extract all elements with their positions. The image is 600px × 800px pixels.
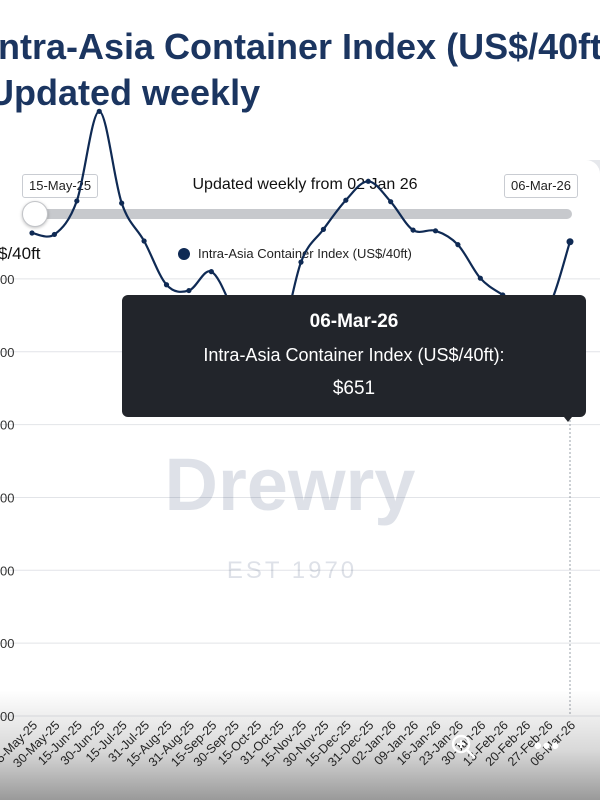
range-start-label: 15-May-25 [22, 174, 99, 198]
legend-marker [178, 247, 190, 260]
y-tick-label: 00 [0, 418, 14, 433]
y-tick-label: 00 [0, 709, 14, 724]
data-point [141, 238, 147, 244]
tooltip-value: $651 [332, 378, 376, 399]
data-point [29, 230, 35, 236]
date-range-slider-handle[interactable] [22, 201, 48, 227]
y-tick-label: 00 [0, 563, 14, 578]
y-axis-label: $/40ft [0, 244, 41, 263]
data-point [455, 242, 461, 248]
tooltip-pointer [560, 412, 576, 422]
range-end-label: 06-Mar-26 [504, 174, 578, 198]
y-tick-labels: 00 00 00 00 00 00 00 [0, 272, 14, 724]
zoom-in-icon[interactable] [450, 733, 476, 759]
y-tick-label: 00 [0, 345, 14, 360]
y-tick-label: 00 [0, 636, 14, 651]
y-tick-label: 00 [0, 490, 14, 505]
data-point [163, 282, 170, 288]
data-point [74, 198, 80, 204]
data-point [298, 259, 304, 265]
data-point [320, 226, 327, 232]
more-options-icon[interactable]: ••• [534, 733, 561, 758]
data-point [477, 275, 483, 281]
data-point [432, 228, 439, 234]
x-tick-labels: 15-May-2530-May-2515-Jun-2530-Jun-2515-J… [0, 718, 578, 770]
data-point [365, 178, 371, 184]
slider-caption: Updated weekly from 02 Jan 26 [192, 176, 418, 193]
data-point [96, 108, 102, 114]
data-point [208, 269, 214, 275]
data-point [51, 231, 58, 238]
grid-lines [0, 278, 600, 717]
watermark-est: EST 1970 [227, 557, 357, 584]
chart-tooltip: 06-Mar-26 Intra-Asia Container Index (US… [122, 295, 586, 417]
data-point [119, 200, 125, 206]
data-point [388, 199, 394, 205]
date-range-slider-track[interactable] [30, 209, 572, 219]
y-tick-label: 00 [0, 272, 14, 287]
tooltip-series-label: Intra-Asia Container Index (US$/40ft): [203, 345, 505, 365]
data-point [410, 227, 416, 233]
page-title: Intra-Asia Container Index (US$/40ft) Up… [0, 26, 600, 113]
data-point [186, 287, 192, 294]
data-point [566, 238, 574, 246]
page-header: Intra-Asia Container Index (US$/40ft) Up… [0, 0, 600, 160]
watermark: Drewry EST 1970 [165, 443, 416, 584]
watermark-brand: Drewry [165, 443, 416, 526]
tooltip-date: 06-Mar-26 [309, 311, 399, 332]
data-point [343, 197, 349, 203]
